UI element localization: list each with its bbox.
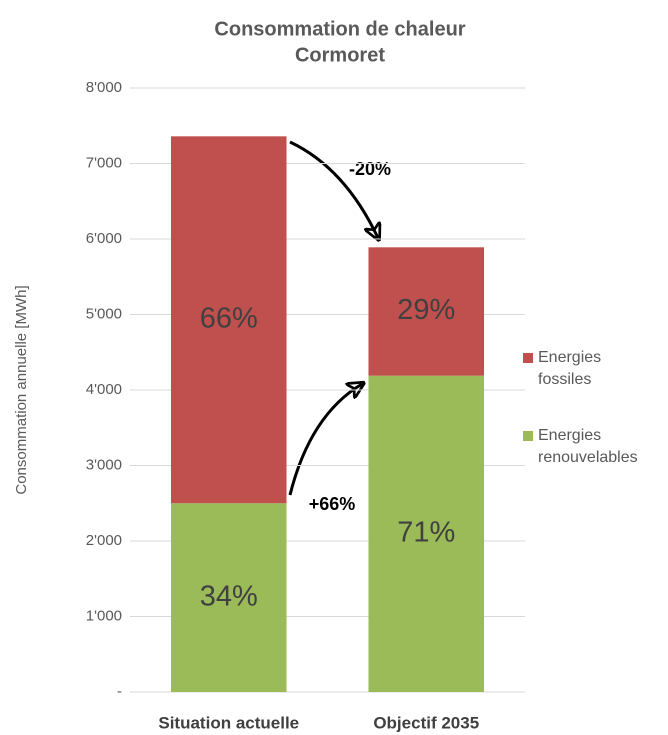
arrow-label: -20%: [349, 159, 391, 179]
legend-swatch: [523, 431, 533, 441]
x-tick-label: Objectif 2035: [373, 713, 479, 732]
y-tick-label: 6'000: [86, 230, 122, 247]
bar-segment: [368, 375, 485, 692]
y-tick-label: -: [117, 683, 122, 700]
y-tick-label: 5'000: [86, 305, 122, 322]
bar-segment: [368, 247, 485, 376]
legend-swatch: [523, 353, 533, 363]
chart-title: Cormoret: [295, 44, 385, 66]
y-tick-label: 7'000: [86, 154, 122, 171]
bar-segment: [170, 503, 287, 692]
arrow: [289, 140, 378, 238]
share-label: 34%: [200, 580, 258, 612]
share-label: 71%: [397, 516, 455, 548]
y-tick-label: 3'000: [86, 456, 122, 473]
x-tick-label: Situation actuelle: [158, 713, 299, 732]
share-label: 66%: [200, 302, 258, 334]
arrow: [288, 384, 362, 496]
y-tick-label: 8'000: [86, 79, 122, 96]
y-tick-label: 1'000: [86, 607, 122, 624]
chart-title: Consommation de chaleur: [214, 18, 465, 40]
bar-segment: [170, 136, 287, 504]
legend-label: Energies fossiles: [538, 349, 601, 388]
arrow-label: +66%: [309, 494, 356, 514]
y-tick-label: 4'000: [86, 381, 122, 398]
y-axis-label: Consommation annuelle [MWh]: [13, 285, 30, 494]
legend-label: Energies renouvelables: [538, 427, 638, 466]
y-tick-label: 2'000: [86, 532, 122, 549]
share-label: 29%: [397, 294, 455, 326]
